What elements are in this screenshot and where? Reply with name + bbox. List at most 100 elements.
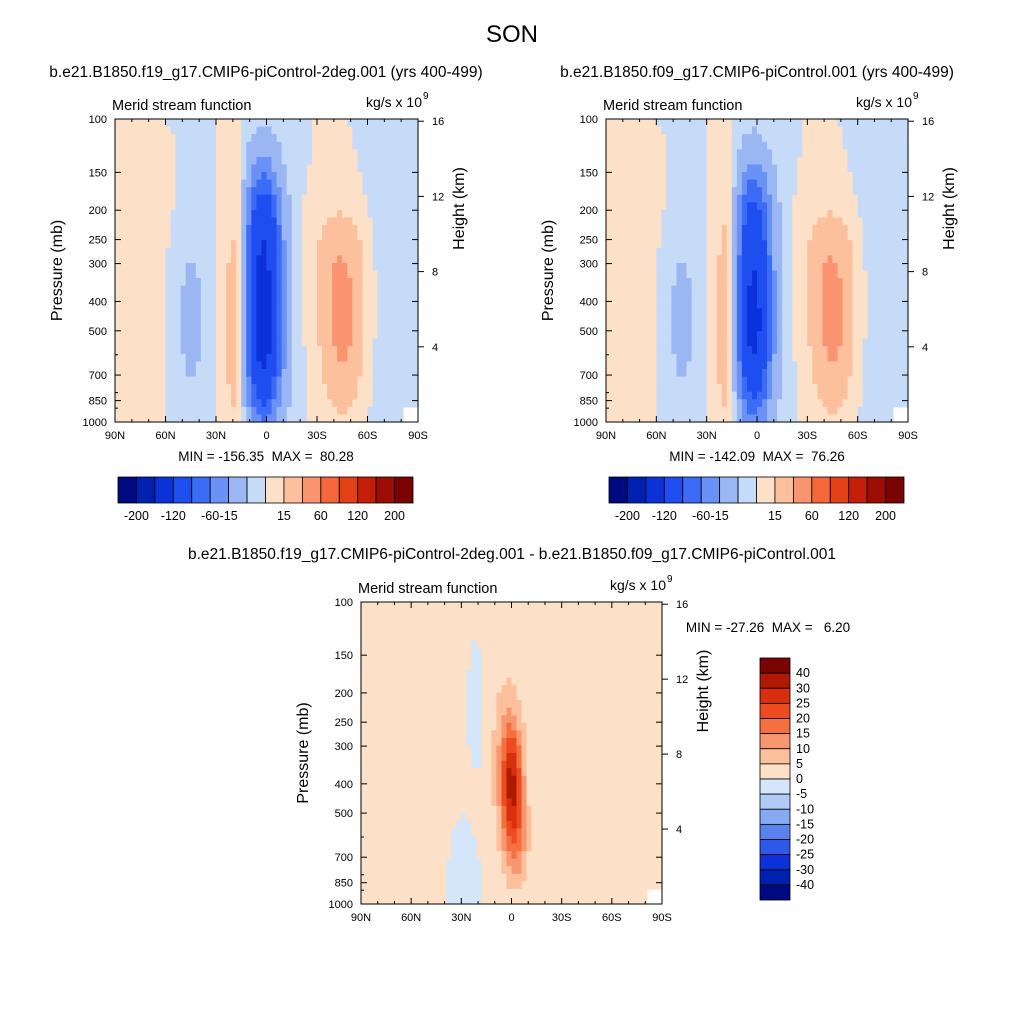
contour-cell bbox=[180, 391, 187, 400]
contour-cell bbox=[135, 247, 141, 256]
contour-cell bbox=[626, 225, 632, 234]
contour-cell bbox=[185, 384, 192, 393]
contour-cell bbox=[691, 119, 698, 128]
contour-cell bbox=[892, 399, 899, 408]
contour-cell bbox=[120, 368, 126, 378]
contour-cell bbox=[877, 187, 884, 196]
contour-cell bbox=[892, 240, 899, 249]
contour-cell bbox=[842, 179, 849, 188]
contour-cell bbox=[626, 315, 632, 325]
contour-cell bbox=[231, 376, 237, 385]
contour-cell bbox=[606, 384, 612, 393]
contour-cell bbox=[367, 209, 374, 219]
contour-cell bbox=[832, 134, 839, 143]
contour-cell bbox=[271, 255, 278, 264]
contour-cell bbox=[656, 384, 662, 393]
contour-cell bbox=[412, 361, 419, 370]
contour-cell bbox=[145, 262, 151, 272]
contour-cell bbox=[631, 399, 637, 408]
contour-cell bbox=[701, 209, 708, 219]
contour-cell bbox=[115, 247, 121, 256]
contour-cell bbox=[236, 300, 242, 309]
contour-cell bbox=[130, 399, 136, 408]
contour-cell bbox=[195, 179, 202, 188]
contour-cell bbox=[226, 399, 232, 408]
contour-cell bbox=[281, 361, 288, 370]
contour-cell bbox=[135, 255, 141, 264]
contour-cell bbox=[656, 247, 662, 256]
contour-cell bbox=[367, 308, 374, 317]
contour-cell bbox=[150, 149, 156, 158]
contour-cell bbox=[817, 156, 824, 166]
contour-cell bbox=[261, 202, 268, 211]
contour-cell bbox=[757, 156, 763, 166]
contour-cell bbox=[251, 187, 257, 196]
contour-cell bbox=[347, 156, 353, 166]
contour-cell bbox=[382, 315, 389, 325]
contour-cell bbox=[281, 406, 288, 416]
contour-cell bbox=[767, 384, 773, 393]
contour-cell bbox=[691, 262, 698, 272]
contour-cell bbox=[611, 323, 617, 332]
contour-cell bbox=[276, 384, 283, 393]
contour-cell bbox=[666, 308, 673, 317]
contour-cell bbox=[135, 270, 141, 279]
contour-cell bbox=[286, 172, 293, 181]
contour-cell bbox=[832, 179, 839, 188]
contour-cell bbox=[822, 406, 829, 416]
contour-cell bbox=[822, 399, 829, 408]
contour-cell bbox=[716, 119, 723, 128]
contour-cell bbox=[236, 232, 242, 241]
contour-cell bbox=[362, 209, 369, 219]
panel-units: kg/s x 10 bbox=[366, 94, 422, 110]
contour-cell bbox=[261, 240, 268, 249]
contour-cell bbox=[636, 217, 642, 226]
contour-cell bbox=[686, 361, 693, 370]
contour-cell bbox=[361, 617, 367, 626]
contour-cell bbox=[382, 353, 389, 362]
contour-cell bbox=[616, 285, 622, 294]
contour-cell bbox=[827, 141, 834, 150]
contour-cell bbox=[246, 141, 252, 150]
contour-cell bbox=[807, 156, 813, 166]
contour-cell bbox=[286, 225, 293, 234]
contour-cell bbox=[822, 202, 829, 211]
contour-cell bbox=[402, 300, 409, 309]
contour-cell bbox=[231, 179, 237, 188]
contour-cell bbox=[897, 255, 904, 264]
contour-cell bbox=[372, 179, 379, 188]
contour-cell bbox=[636, 384, 642, 393]
contour-cell bbox=[807, 172, 813, 181]
contour-cell bbox=[271, 368, 278, 378]
contour-cell bbox=[736, 202, 743, 211]
contour-cell bbox=[145, 338, 151, 347]
contour-cell bbox=[882, 126, 889, 135]
contour-cell bbox=[807, 331, 813, 340]
contour-cell bbox=[322, 285, 328, 294]
contour-cell bbox=[616, 278, 622, 287]
contour-cell bbox=[165, 331, 172, 340]
contour-cell bbox=[342, 240, 348, 249]
contour-cell bbox=[165, 384, 172, 393]
contour-cell bbox=[281, 293, 288, 302]
contour-cell bbox=[686, 262, 693, 272]
contour-cell bbox=[361, 624, 367, 633]
contour-cell bbox=[387, 187, 394, 196]
contour-cell bbox=[631, 323, 637, 332]
contour-cell bbox=[226, 368, 232, 378]
contour-cell bbox=[367, 391, 374, 400]
contour-cell bbox=[616, 156, 622, 166]
contour-cell bbox=[397, 232, 404, 241]
contour-cell bbox=[296, 126, 303, 135]
contour-cell bbox=[150, 376, 156, 385]
panel-units: kg/s x 10 bbox=[856, 94, 912, 110]
contour-cell bbox=[731, 270, 738, 279]
contour-cell bbox=[165, 361, 172, 370]
contour-cell bbox=[681, 172, 688, 181]
contour-cell bbox=[372, 209, 379, 219]
contour-cell bbox=[327, 338, 333, 347]
contour-cell bbox=[807, 202, 813, 211]
contour-cell bbox=[271, 353, 278, 362]
contour-cell bbox=[857, 353, 864, 362]
contour-cell bbox=[862, 247, 869, 256]
